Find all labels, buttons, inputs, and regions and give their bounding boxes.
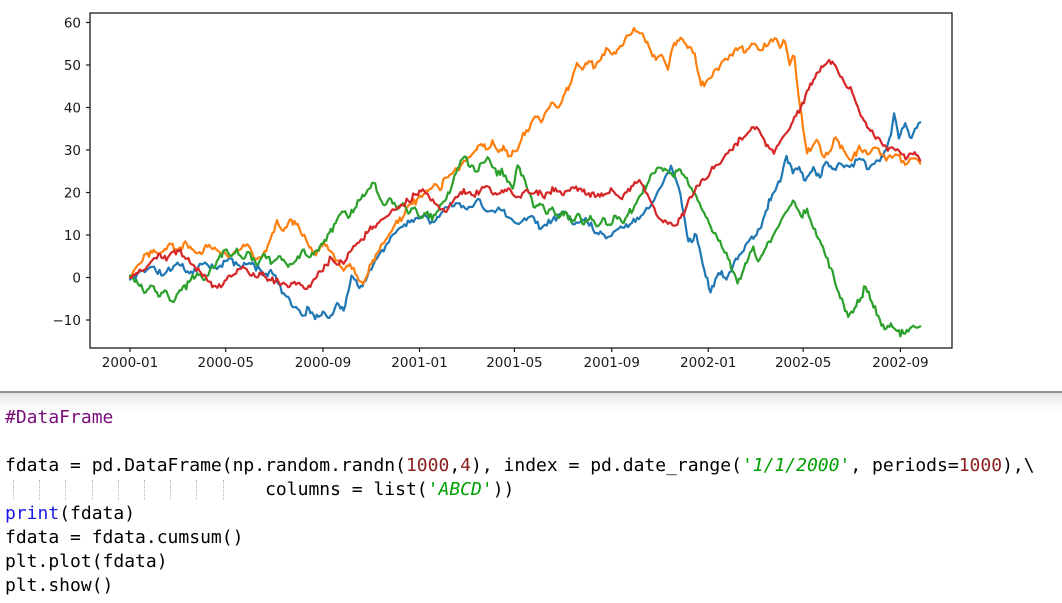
x-tick-label: 2000-09	[295, 355, 351, 371]
code-token-plain: (fdata)	[59, 503, 136, 524]
code-token-plain: , periods=	[850, 455, 959, 476]
code-token-plain: ),\	[1002, 455, 1035, 476]
y-tick-label: 50	[64, 58, 81, 74]
code-token-plain: ,	[449, 455, 461, 476]
y-tick-label: 20	[64, 185, 81, 201]
code-token-number: 4	[460, 455, 472, 476]
code-token-plain: fdata = pd.DataFrame(np.random.randn(	[5, 455, 406, 476]
code-token-plain: ), index = pd.date_range(	[471, 455, 742, 476]
plot-box	[89, 12, 953, 349]
code-line[interactable]: fdata = pd.DataFrame(np.random.randn(100…	[0, 454, 1062, 478]
x-tick-label: 2001-09	[584, 355, 640, 371]
x-tick-label: 2002-05	[775, 355, 831, 371]
code-token-string: 'ABCD'	[427, 479, 493, 500]
code-token-number: 1000	[958, 455, 1003, 476]
code-token-plain: plt.plot(fdata)	[5, 551, 168, 572]
code-token-plain: ))	[492, 479, 515, 500]
x-tick-label: 2002-01	[680, 355, 736, 371]
x-tick-label: 2001-05	[486, 355, 542, 371]
code-line[interactable]	[0, 430, 1062, 454]
y-tick-label: 10	[64, 228, 81, 244]
code-token-number: 1000	[405, 455, 450, 476]
indent-guide	[117, 480, 119, 500]
indent-guide	[170, 480, 172, 500]
x-tick-label: 2001-01	[391, 355, 447, 371]
code-line[interactable]: #DataFrame	[0, 406, 1062, 430]
series-line-B	[128, 26, 922, 285]
series-line-D	[128, 58, 922, 291]
code-line[interactable]: plt.show()	[0, 574, 1062, 598]
y-tick-label: 40	[64, 100, 81, 116]
indent-guide	[65, 480, 67, 500]
indent-guide	[39, 480, 41, 500]
indent-guide	[144, 480, 145, 500]
indent-guide	[222, 480, 224, 500]
x-tick-label: 2000-01	[102, 355, 158, 371]
code-line[interactable]: print(fdata)	[0, 502, 1062, 526]
code-line[interactable]: plt.plot(fdata)	[0, 550, 1062, 574]
code-token-plain: columns = list(	[265, 479, 428, 500]
matplotlib-figure: 2000-01 2000-05 2000-09 2001-01 2001-05 2001-…	[52, 12, 953, 371]
indent-guide	[196, 480, 198, 500]
indent-guide	[13, 480, 14, 500]
code-token-string: '1/1/2000'	[741, 455, 851, 476]
code-line[interactable]: fdata = fdata.cumsum()	[0, 526, 1062, 550]
code-token-plain: plt.show()	[5, 575, 114, 596]
y-tick-label: 0	[72, 270, 81, 286]
y-tick-label: 60	[64, 15, 81, 31]
code-line[interactable]: columns = list('ABCD'))	[0, 478, 1062, 502]
code-token-plain: fdata = fdata.cumsum()	[5, 527, 244, 548]
code-token-builtin: print	[5, 503, 60, 524]
line-chart: 2000-01 2000-05 2000-09 2001-01 2001-05 2001-…	[53, 12, 953, 371]
code-token-comment: #DataFrame	[5, 407, 114, 428]
indent-guide	[91, 480, 93, 500]
y-tick-label: −10	[53, 313, 82, 329]
x-tick-label: 2000-05	[198, 355, 254, 371]
y-tick-label: 30	[64, 143, 81, 159]
code-editor[interactable]: #DataFrame fdata = pd.DataFrame(np.rando…	[0, 391, 1062, 603]
code-token-plain	[5, 479, 265, 500]
x-tick-label: 2002-09	[872, 355, 928, 371]
